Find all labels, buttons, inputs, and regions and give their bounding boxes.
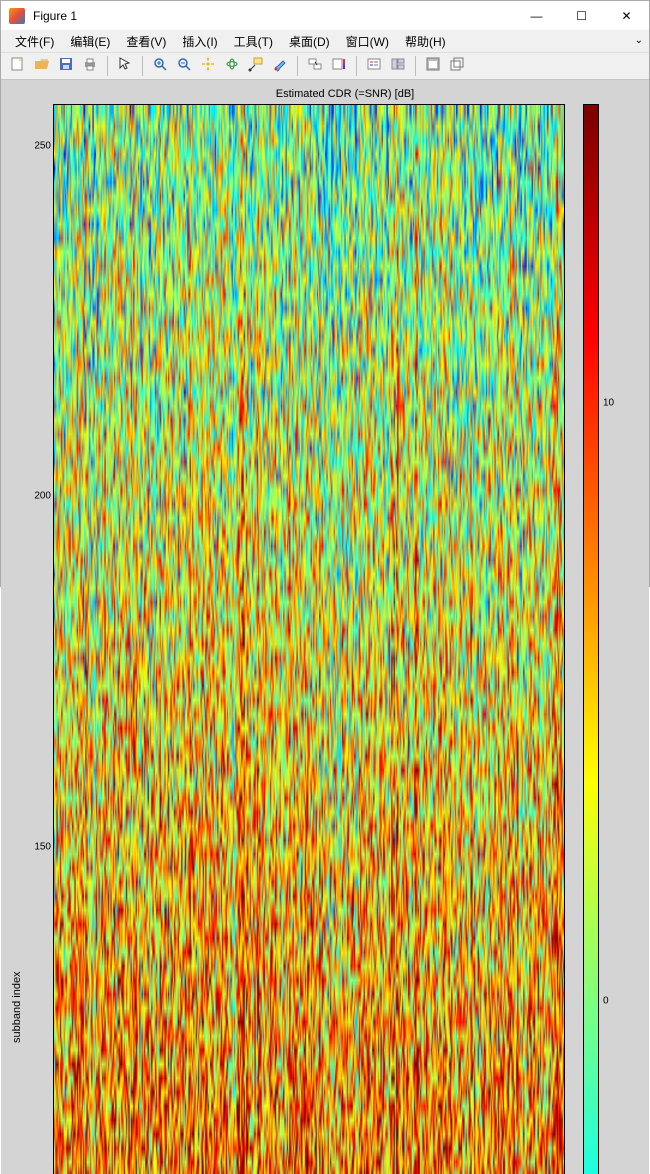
- insert-colorbar-icon: [331, 56, 347, 77]
- matlab-icon: [9, 8, 25, 24]
- new-figure-button[interactable]: [7, 55, 29, 77]
- window-title: Figure 1: [33, 9, 514, 23]
- y-axis-label: subband index: [9, 88, 25, 1174]
- pointer-button[interactable]: [114, 55, 136, 77]
- toolbar-separator: [107, 56, 108, 76]
- tick-label: 250: [34, 141, 51, 152]
- save-button[interactable]: [55, 55, 77, 77]
- open-file-button[interactable]: [31, 55, 53, 77]
- toolbar-separator: [297, 56, 298, 76]
- insert-legend-icon: [366, 56, 382, 77]
- print-button[interactable]: [79, 55, 101, 77]
- menu-item[interactable]: 帮助(H): [397, 31, 454, 52]
- open-file-icon: [34, 56, 50, 77]
- window-controls: — ☐ ✕: [514, 1, 649, 31]
- minimize-button[interactable]: —: [514, 1, 559, 31]
- tick-label: 150: [34, 841, 51, 852]
- brush-button[interactable]: [269, 55, 291, 77]
- data-cursor-icon: [248, 56, 264, 77]
- figure-window: Figure 1 — ☐ ✕ 文件(F)编辑(E)查看(V)插入(I)工具(T)…: [0, 0, 650, 587]
- plot-title: Estimated CDR (=SNR) [dB]: [53, 88, 637, 104]
- insert-legend-button[interactable]: [363, 55, 385, 77]
- menu-item[interactable]: 查看(V): [118, 31, 174, 52]
- dock-icon: [425, 56, 441, 77]
- link-icon: [307, 56, 323, 77]
- undock-icon: [449, 56, 465, 77]
- new-figure-icon: [10, 56, 26, 77]
- close-button[interactable]: ✕: [604, 1, 649, 31]
- print-icon: [82, 56, 98, 77]
- save-icon: [58, 56, 74, 77]
- hide-plot-tools-button[interactable]: [387, 55, 409, 77]
- menu-item[interactable]: 文件(F): [7, 31, 62, 52]
- tick-label: 200: [34, 491, 51, 502]
- menu-item[interactable]: 工具(T): [226, 31, 281, 52]
- titlebar: Figure 1 — ☐ ✕: [1, 1, 649, 31]
- data-cursor-button[interactable]: [245, 55, 267, 77]
- insert-colorbar-button[interactable]: [328, 55, 350, 77]
- pointer-icon: [117, 56, 133, 77]
- menubar-expand-icon[interactable]: ⌄: [635, 35, 643, 46]
- dock-button[interactable]: [422, 55, 444, 77]
- colorbar-ticks: -10010: [599, 104, 637, 1174]
- maximize-button[interactable]: ☐: [559, 1, 604, 31]
- tick-label: 10: [603, 398, 614, 409]
- menu-item[interactable]: 插入(I): [174, 31, 225, 52]
- subplot: subband index50100150200250Estimated CDR…: [9, 88, 637, 1174]
- rotate3d-icon: [224, 56, 240, 77]
- colorbar-canvas: [583, 104, 599, 1174]
- tick-label: 0: [603, 996, 609, 1007]
- zoom-in-icon: [152, 56, 168, 77]
- y-axis-ticks: 50100150200250: [25, 104, 53, 1174]
- toolbar-separator: [142, 56, 143, 76]
- pan-button[interactable]: [197, 55, 219, 77]
- heatmap-axes[interactable]: [53, 104, 565, 1174]
- zoom-in-button[interactable]: [149, 55, 171, 77]
- hide-plot-tools-icon: [390, 56, 406, 77]
- heatmap-canvas: [53, 104, 565, 1174]
- toolbar: [1, 53, 649, 80]
- link-button[interactable]: [304, 55, 326, 77]
- menu-item[interactable]: 编辑(E): [62, 31, 118, 52]
- rotate3d-button[interactable]: [221, 55, 243, 77]
- toolbar-separator: [356, 56, 357, 76]
- menubar: 文件(F)编辑(E)查看(V)插入(I)工具(T)桌面(D)窗口(W)帮助(H)…: [1, 31, 649, 53]
- brush-icon: [272, 56, 288, 77]
- toolbar-separator: [415, 56, 416, 76]
- undock-button[interactable]: [446, 55, 468, 77]
- menu-item[interactable]: 桌面(D): [281, 31, 338, 52]
- menu-item[interactable]: 窗口(W): [338, 31, 397, 52]
- figure-area: subband index50100150200250Estimated CDR…: [1, 80, 649, 1174]
- zoom-out-button[interactable]: [173, 55, 195, 77]
- pan-icon: [200, 56, 216, 77]
- colorbar: -10010: [583, 104, 637, 1174]
- zoom-out-icon: [176, 56, 192, 77]
